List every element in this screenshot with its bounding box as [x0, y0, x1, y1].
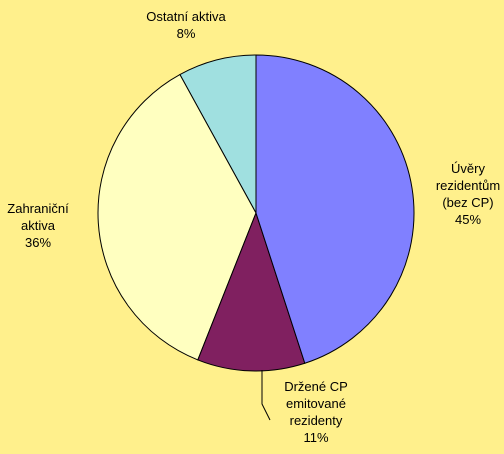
- category-label: Držené CP emitované rezidenty: [284, 379, 348, 428]
- slice-label: Úvěry rezidentům (bez CP) 45%: [426, 160, 504, 228]
- percent-label: 8%: [176, 26, 196, 41]
- percent-label: 11%: [303, 430, 329, 445]
- category-label: Úvěry rezidentům (bez CP): [435, 161, 501, 210]
- slice-label: Ostatní aktiva 8%: [121, 8, 251, 42]
- slice-label: Zahraniční aktiva 36%: [0, 200, 76, 251]
- category-label: Zahraniční aktiva: [7, 201, 69, 233]
- leader-line: [261, 370, 271, 421]
- pie-slice: [197, 211, 306, 372]
- slice-label: Držené CP emitované rezidenty 11%: [270, 378, 362, 446]
- pie-slice: [255, 54, 415, 364]
- pie-slice: [97, 73, 257, 361]
- percent-label: 45%: [454, 212, 482, 227]
- percent-label: 36%: [24, 235, 52, 250]
- category-label: Ostatní aktiva: [146, 9, 226, 24]
